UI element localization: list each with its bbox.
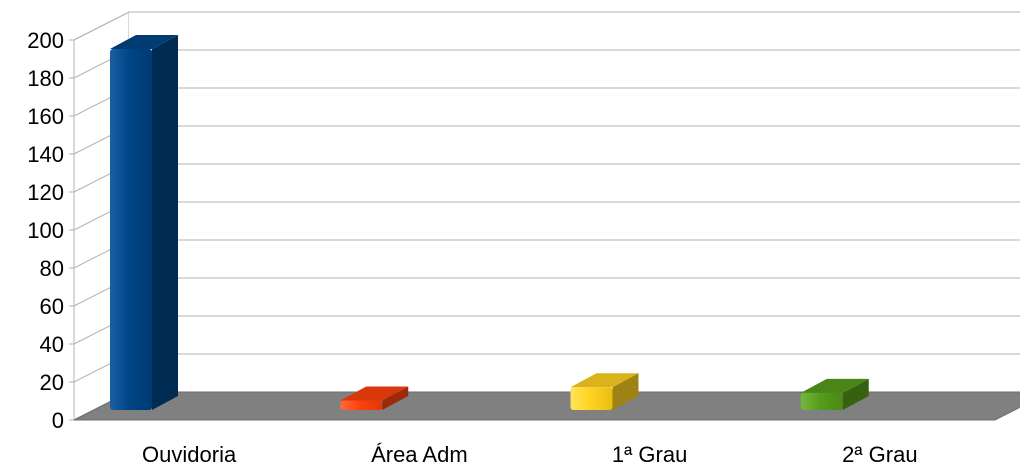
- bar-side: [842, 378, 869, 410]
- x-tick-label: 2ª Grau: [842, 442, 917, 466]
- y-tick-label: 140: [27, 142, 64, 167]
- bar-top: [800, 378, 869, 393]
- bar-side: [382, 386, 409, 410]
- bar-top: [340, 386, 409, 401]
- y-tick-label: 120: [27, 180, 64, 205]
- bar-top: [570, 373, 639, 388]
- y-tick-label: 180: [27, 66, 64, 91]
- bar-front: [110, 49, 152, 410]
- y-tick-label: 100: [27, 218, 64, 243]
- gridline: [73, 11, 1020, 41]
- x-tick-label: Ouvidoria: [142, 442, 237, 466]
- bar-ouvidoria: [110, 35, 178, 410]
- chart-walls: [73, 11, 1020, 421]
- bar-front: [570, 387, 613, 410]
- y-tick-label: 20: [40, 370, 64, 395]
- bar-front: [800, 392, 843, 410]
- y-tick-label: 80: [40, 256, 64, 281]
- y-tick-label: 160: [27, 104, 64, 129]
- x-tick-label: Área Adm: [371, 442, 468, 466]
- bar-side: [612, 373, 639, 410]
- bars: [110, 35, 869, 410]
- x-axis-labels: Ouvidoria Área Adm 1ª Grau 2ª Grau: [142, 442, 918, 466]
- chart-floor: [73, 391, 1020, 421]
- y-tick-label: 200: [27, 28, 64, 53]
- bar-1-grau: [570, 373, 639, 410]
- bar-front: [340, 400, 383, 410]
- bar-side: [152, 35, 178, 410]
- bar-2-grau: [800, 378, 869, 410]
- y-tick-label: 0: [52, 408, 64, 433]
- floor: [73, 391, 1020, 421]
- bar-top: [110, 35, 178, 49]
- bar--rea-adm: [340, 386, 409, 410]
- y-tick-label: 60: [40, 294, 64, 319]
- y-tick-label: 40: [40, 332, 64, 357]
- y-axis-ticks: 0 20 40 60 80 100 120 140 160 180 200: [27, 28, 74, 433]
- x-tick-label: 1ª Grau: [612, 442, 687, 466]
